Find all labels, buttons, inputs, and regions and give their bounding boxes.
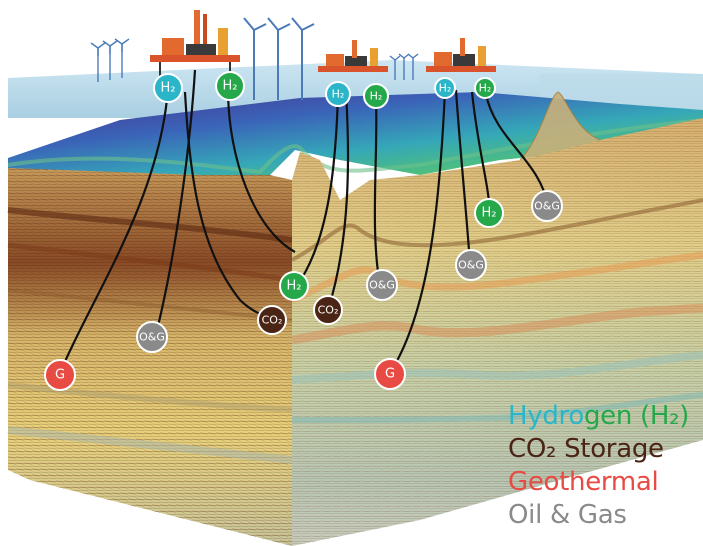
og-node-3: O&G (455, 249, 487, 281)
co2-node-1: CO₂ (257, 305, 287, 335)
h2-node-cyan-2: H₂ (325, 81, 351, 107)
svg-text:H₂: H₂ (482, 206, 497, 221)
svg-text:CO₂: CO₂ (318, 304, 339, 317)
svg-text:H₂: H₂ (223, 79, 238, 94)
svg-text:H₂: H₂ (332, 88, 345, 101)
svg-text:H₂: H₂ (439, 82, 452, 95)
svg-text:H₂: H₂ (161, 81, 176, 96)
svg-text:H₂: H₂ (287, 279, 302, 294)
og-node-4: O&G (531, 190, 563, 222)
h2-node-green-1: H₂ (215, 71, 245, 101)
platform-2 (318, 40, 388, 72)
wind-turbines (90, 17, 419, 100)
svg-text:G: G (385, 367, 395, 382)
geothermal-node-1: G (44, 359, 76, 391)
svg-text:G: G (55, 368, 65, 383)
legend-oil-gas: Oil & Gas (508, 500, 627, 530)
legend-hydrogen: Hydrogen (H₂) (508, 401, 690, 431)
h2-node-cyan-1: H₂ (153, 73, 183, 103)
svg-text:O&G: O&G (369, 279, 395, 292)
svg-text:O&G: O&G (534, 200, 560, 213)
platform-1 (150, 10, 240, 80)
legend: Hydrogen (H₂) CO₂ Storage Geothermal Oil… (508, 403, 689, 535)
platform-3 (426, 38, 496, 72)
geothermal-node-2: G (374, 358, 406, 390)
legend-geothermal: Geothermal (508, 467, 659, 497)
h2-node-green-2: H₂ (363, 83, 389, 109)
svg-text:H₂: H₂ (370, 90, 383, 103)
svg-text:H₂: H₂ (479, 82, 492, 95)
h2-node-green-subsurface-2: H₂ (474, 198, 504, 228)
svg-text:O&G: O&G (139, 331, 165, 344)
h2-node-green-3: H₂ (474, 77, 496, 99)
og-node-2: O&G (366, 269, 398, 301)
svg-text:O&G: O&G (458, 259, 484, 272)
legend-co2-storage: CO₂ Storage (508, 434, 664, 464)
og-node-1: O&G (136, 321, 168, 353)
h2-node-green-subsurface-1: H₂ (279, 271, 309, 301)
svg-text:CO₂: CO₂ (262, 314, 283, 327)
h2-node-cyan-3: H₂ (434, 77, 456, 99)
co2-node-2: CO₂ (313, 295, 343, 325)
